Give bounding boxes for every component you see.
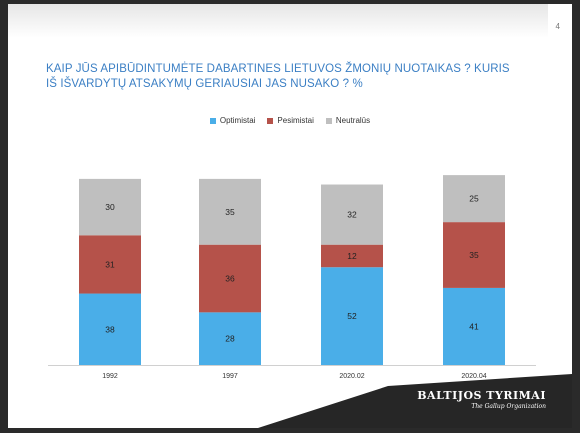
legend-item-optimistai: Optimistai <box>209 116 256 125</box>
legend-item-pesimistai: Pesimistai <box>267 116 314 125</box>
brand-name: BALTIJOS TYRIMAI <box>417 389 546 402</box>
legend-label-pesimistai: Pesimistai <box>277 116 314 125</box>
legend-swatch-optimistai <box>209 117 216 124</box>
bar-pesimistai-1992 <box>79 235 141 294</box>
bar-optimistai-1997 <box>199 312 261 365</box>
legend-swatch-neutralus <box>325 117 332 124</box>
bar-optimistai-2020.04 <box>443 287 505 365</box>
footer-shape <box>8 374 572 428</box>
bar-pesimistai-2020.02 <box>321 244 383 268</box>
data-label-pesimistai-1997: 36 <box>225 274 235 284</box>
footer-band <box>8 374 572 428</box>
bar-neutralus-2020.02 <box>321 184 383 245</box>
legend: Optimistai Pesimistai Neutralūs <box>8 116 572 125</box>
data-label-pesimistai-2020.04: 35 <box>469 250 479 260</box>
data-label-optimistai-2020.02: 52 <box>347 311 357 321</box>
legend-label-neutralus: Neutralūs <box>335 116 371 125</box>
slide: 4 Kaip jūs apibūdintumėte dabartines Lie… <box>8 4 572 428</box>
x-tick-label-2020.04: 2020.04 <box>461 373 486 380</box>
x-tick-label-2020.02: 2020.02 <box>339 373 364 380</box>
chart-title: Kaip jūs apibūdintumėte dabartines Lietu… <box>46 63 510 90</box>
data-label-neutralus-1992: 30 <box>105 202 115 212</box>
header-band <box>8 4 548 38</box>
brand-subtitle: The Gallup Organization <box>471 403 546 410</box>
data-label-pesimistai-1992: 31 <box>105 259 115 269</box>
data-label-neutralus-1997: 35 <box>225 207 235 217</box>
data-label-optimistai-1992: 38 <box>105 324 115 334</box>
legend-item-neutralus: Neutralūs <box>325 116 371 125</box>
x-tick-label-1992: 1992 <box>102 373 118 380</box>
brand-logo: BALTIJOS TYRIMAI The Gallup Organization <box>417 389 546 410</box>
data-label-optimistai-1997: 28 <box>225 334 235 344</box>
page-number: 4 <box>555 22 560 31</box>
data-label-neutralus-2020.02: 32 <box>347 210 357 220</box>
x-tick-label-1997: 1997 <box>222 373 238 380</box>
bar-neutralus-1997 <box>199 178 261 245</box>
data-label-pesimistai-2020.02: 12 <box>347 251 357 261</box>
bar-neutralus-1992 <box>79 178 141 236</box>
bar-pesimistai-2020.04 <box>443 222 505 288</box>
bar-optimistai-1992 <box>79 293 141 365</box>
bar-neutralus-2020.04 <box>443 175 505 223</box>
bar-pesimistai-1997 <box>199 244 261 313</box>
data-label-neutralus-2020.04: 25 <box>469 194 479 204</box>
data-label-optimistai-2020.04: 41 <box>469 321 479 331</box>
bar-optimistai-2020.02 <box>321 267 383 365</box>
legend-swatch-pesimistai <box>267 117 274 124</box>
stacked-bar-chart: 38 31 30 1992 28 36 35 1997 52 12 32 2020.02 41 35 25 2… <box>48 175 536 380</box>
legend-label-optimistai: Optimistai <box>219 116 256 125</box>
